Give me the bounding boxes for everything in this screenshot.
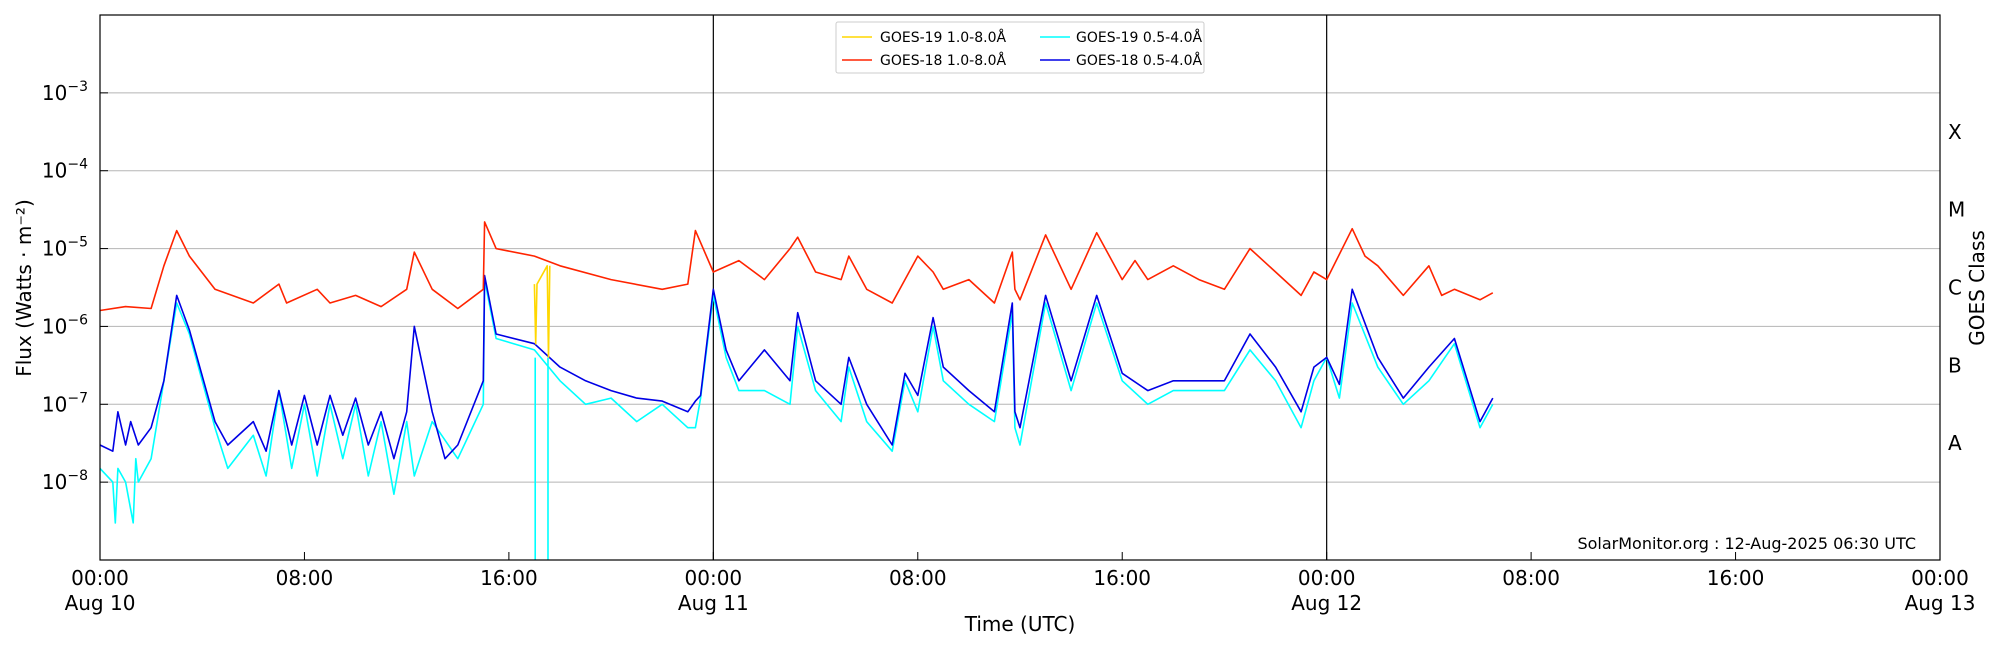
series-goes18-short: [99, 274, 1494, 460]
y-tick-label: 10−6: [42, 312, 88, 338]
x-tick-time-label: 00:00: [71, 566, 129, 590]
x-tick-date-label: Aug 12: [1291, 591, 1362, 615]
y-tick-base: 10: [42, 392, 67, 416]
y2-axis-label: GOES Class: [1965, 230, 1989, 346]
x-tick-time-label: 16:00: [480, 566, 538, 590]
y-tick-exponent: −4: [67, 157, 88, 173]
legend-label-goes18-long: GOES-18 1.0-8.0Å: [880, 52, 1006, 69]
y-axis-label: Flux (Watts · m⁻²): [12, 199, 36, 377]
x-axis-label: Time (UTC): [964, 612, 1076, 636]
legend-label-goes19-short: GOES-19 0.5-4.0Å: [1076, 29, 1202, 46]
series-goes18-long: [99, 221, 1494, 312]
footer-annotation: SolarMonitor.org : 12-Aug-2025 06:30 UTC: [1577, 534, 1916, 553]
legend: GOES-19 1.0-8.0Å GOES-18 1.0-8.0Å GOES-1…: [835, 21, 1205, 74]
legend-label-goes18-short: GOES-18 0.5-4.0Å: [1076, 52, 1202, 69]
y-tick-exponent: −5: [67, 235, 88, 251]
goes-class-label: X: [1948, 120, 1962, 144]
x-tick-date-label: Aug 10: [65, 591, 136, 615]
y-tick-exponent: −6: [67, 312, 88, 328]
legend-label-goes19-long: GOES-19 1.0-8.0Å: [880, 29, 1006, 46]
x-tick-time-label: 00:00: [1298, 566, 1356, 590]
x-tick-date-label: Aug 13: [1905, 591, 1976, 615]
goes-class-label: C: [1948, 276, 1962, 300]
series-goes19-long: [533, 264, 551, 359]
legend-box: [835, 21, 1205, 74]
y-tick-label: 10−3: [42, 79, 88, 105]
x-tick-time-label: 08:00: [889, 566, 947, 590]
y-tick-exponent: −7: [67, 390, 88, 406]
x-tick-time-label: 00:00: [1911, 566, 1969, 590]
y-tick-base: 10: [42, 81, 67, 105]
day-boundary-lines: [712, 15, 1328, 560]
goes-class-label: M: [1948, 198, 1965, 222]
x-tick-time-label: 08:00: [276, 566, 334, 590]
series-goes19-short: [99, 278, 1494, 524]
x-tick-time-label: 00:00: [685, 566, 743, 590]
plot-frame: [99, 14, 1941, 561]
y-tick-label: 10−7: [42, 390, 88, 416]
series-layer: [99, 221, 1494, 560]
x-tick-time-label: 16:00: [1093, 566, 1151, 590]
y-tick-base: 10: [42, 237, 67, 261]
y-tick-exponent: −8: [67, 468, 88, 484]
x-tick-time-label: 08:00: [1502, 566, 1560, 590]
goes-class-label: B: [1948, 353, 1962, 377]
y-tick-label: 10−4: [42, 157, 88, 183]
y-tick-label: 10−8: [42, 468, 88, 494]
y-tick-base: 10: [42, 159, 67, 183]
y-tick-exponent: −3: [67, 79, 88, 95]
y-tick-label: 10−5: [42, 235, 88, 261]
x-tick-time-label: 16:00: [1707, 566, 1765, 590]
y-tick-base: 10: [42, 314, 67, 338]
goes-class-label: A: [1948, 431, 1962, 455]
x-tick-date-label: Aug 11: [678, 591, 749, 615]
y-tick-base: 10: [42, 470, 67, 494]
